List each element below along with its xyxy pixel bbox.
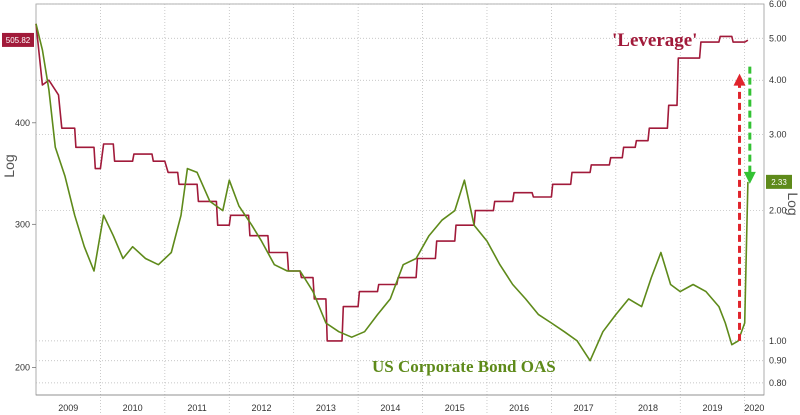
x-tick-label: 2015 — [445, 403, 465, 413]
arrows — [733, 66, 756, 341]
right-tick-label: 0.90 — [769, 356, 787, 366]
x-tick-label: 2013 — [316, 403, 336, 413]
right-tick-label: 0.80 — [769, 378, 787, 388]
x-tick-label: 2012 — [251, 403, 271, 413]
x-tick-label: 2009 — [58, 403, 78, 413]
oas-series-label: US Corporate Bond OAS — [372, 357, 556, 376]
oas-value-text: 2.33 — [771, 178, 787, 187]
left-tick-label: 200 — [15, 362, 30, 372]
plot-frame — [35, 3, 765, 396]
right-axis: 6.00 5.00 4.00 3.00 2.00 1.00 0.90 0.80 — [769, 0, 787, 388]
value-tags: 505.82 2.33 — [2, 32, 792, 189]
left-tick-label: 400 — [15, 118, 30, 128]
x-axis: 2009 2010 2011 2012 2013 2014 2015 2016 2017 2018… — [36, 394, 764, 413]
left-axis: 400 300 200 — [15, 118, 36, 372]
x-tick-label: 2019 — [702, 403, 722, 413]
x-tick-label: 2010 — [123, 403, 143, 413]
leverage-value-text: 505.82 — [6, 36, 31, 45]
right-tick-label: 1.00 — [769, 336, 787, 346]
x-tick-label: 2016 — [509, 403, 529, 413]
x-tick-label: 2014 — [380, 403, 400, 413]
leverage-value-tag — [2, 32, 34, 47]
right-tick-label: 5.00 — [769, 33, 787, 43]
x-tick-label: 2018 — [638, 403, 658, 413]
red-up-arrow-head — [733, 73, 746, 86]
series-lines — [35, 23, 749, 362]
right-tick-label: 4.00 — [769, 75, 787, 85]
leverage-line — [35, 23, 749, 342]
left-axis-label: Log — [1, 154, 17, 177]
x-tick-label: 2017 — [574, 403, 594, 413]
oas-value-tag — [766, 174, 792, 189]
grid-lines — [35, 3, 765, 415]
x-tick-label: 2011 — [187, 403, 206, 413]
right-tick-label: 2.00 — [769, 206, 787, 216]
x-tick-label: 2020 — [744, 403, 764, 413]
right-axis-label: Log — [785, 192, 800, 215]
right-tick-label: 6.00 — [769, 0, 787, 9]
oas-line — [35, 23, 749, 362]
leverage-series-label: 'Leverage' — [612, 30, 697, 51]
right-tick-label: 3.00 — [769, 129, 787, 139]
left-tick-label: 300 — [15, 219, 30, 229]
green-down-arrow-head — [743, 171, 756, 184]
